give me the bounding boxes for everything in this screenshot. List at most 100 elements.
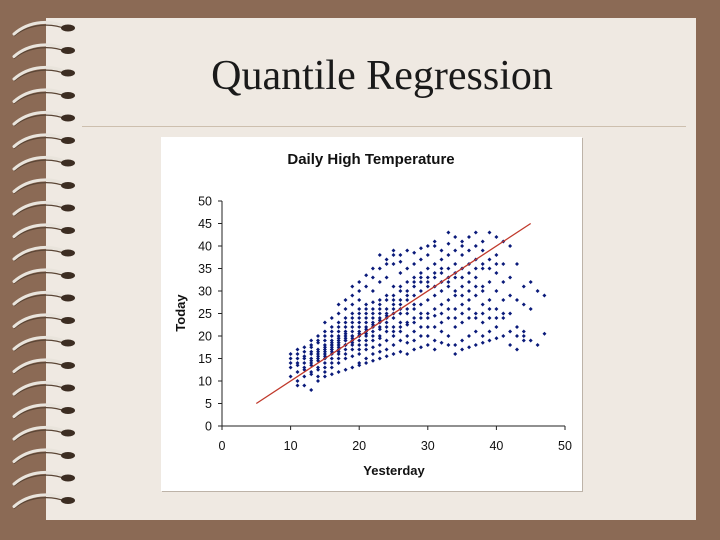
x-tick-label: 0 bbox=[219, 439, 226, 453]
data-point bbox=[418, 289, 423, 293]
data-point bbox=[467, 271, 471, 275]
data-point bbox=[453, 248, 458, 253]
y-tick-label: 35 bbox=[198, 262, 212, 276]
data-point bbox=[302, 374, 307, 379]
x-tick-label: 30 bbox=[421, 439, 435, 453]
spiral-ring bbox=[12, 65, 75, 82]
data-point bbox=[295, 379, 300, 383]
data-point bbox=[391, 343, 396, 347]
data-point bbox=[473, 266, 478, 271]
data-point bbox=[329, 329, 334, 334]
data-point bbox=[480, 334, 485, 338]
data-point bbox=[370, 275, 375, 280]
data-point bbox=[288, 374, 293, 379]
data-point bbox=[542, 293, 547, 298]
data-point bbox=[439, 311, 444, 316]
data-point bbox=[350, 311, 355, 316]
data-point bbox=[302, 361, 307, 365]
data-point bbox=[302, 383, 307, 388]
data-point bbox=[322, 334, 327, 338]
slide-title: Quantile Regression bbox=[211, 53, 553, 99]
spiral-ring bbox=[12, 470, 75, 487]
data-point bbox=[453, 343, 458, 347]
data-point bbox=[432, 325, 437, 329]
data-point bbox=[398, 298, 403, 302]
data-point bbox=[412, 307, 417, 311]
data-point bbox=[405, 340, 410, 345]
data-point bbox=[460, 311, 465, 316]
data-point bbox=[487, 329, 492, 334]
data-point bbox=[494, 307, 499, 311]
data-point bbox=[501, 334, 506, 338]
regression-line bbox=[255, 222, 532, 405]
data-point bbox=[480, 239, 485, 244]
data-point bbox=[384, 320, 389, 325]
data-point bbox=[521, 329, 526, 334]
data-point bbox=[370, 320, 375, 325]
data-point bbox=[425, 284, 430, 289]
data-point bbox=[329, 343, 334, 347]
data-point bbox=[398, 259, 403, 264]
data-point bbox=[309, 356, 314, 361]
data-point bbox=[370, 338, 375, 343]
data-point bbox=[446, 241, 451, 246]
y-tick-label: 20 bbox=[198, 330, 212, 344]
data-point bbox=[487, 230, 492, 235]
data-point bbox=[288, 352, 293, 356]
data-point bbox=[425, 316, 430, 320]
data-point bbox=[425, 244, 430, 248]
data-point bbox=[494, 325, 499, 329]
data-point bbox=[391, 284, 396, 289]
data-point bbox=[316, 334, 320, 338]
data-point bbox=[364, 320, 369, 325]
data-point bbox=[412, 250, 417, 255]
data-point bbox=[302, 345, 307, 350]
data-point bbox=[384, 307, 389, 311]
data-point bbox=[412, 302, 417, 307]
data-point bbox=[377, 280, 382, 284]
data-point bbox=[460, 347, 465, 352]
data-point bbox=[309, 345, 314, 350]
data-points bbox=[288, 230, 547, 392]
data-point bbox=[384, 354, 389, 359]
data-point bbox=[405, 248, 410, 253]
data-point bbox=[377, 298, 382, 302]
data-point bbox=[473, 329, 478, 334]
data-point bbox=[521, 338, 526, 343]
data-point bbox=[487, 338, 492, 343]
data-point bbox=[528, 280, 533, 284]
data-point bbox=[384, 262, 389, 266]
data-point bbox=[432, 262, 437, 266]
data-point bbox=[309, 352, 314, 356]
data-point bbox=[425, 275, 430, 280]
data-point bbox=[329, 325, 334, 329]
data-point bbox=[480, 340, 485, 345]
data-point bbox=[439, 320, 444, 325]
data-point bbox=[309, 372, 314, 377]
data-point bbox=[501, 262, 506, 266]
data-point bbox=[350, 329, 355, 334]
data-point bbox=[453, 307, 458, 311]
data-point bbox=[350, 325, 355, 329]
data-point bbox=[384, 298, 389, 302]
data-point bbox=[425, 298, 430, 302]
spiral-ring bbox=[12, 245, 75, 262]
data-point bbox=[336, 325, 341, 329]
data-point bbox=[336, 311, 341, 316]
data-point bbox=[377, 336, 382, 341]
data-point bbox=[521, 302, 526, 307]
data-point bbox=[460, 239, 465, 244]
data-point bbox=[384, 275, 389, 280]
data-point bbox=[405, 280, 410, 284]
data-point bbox=[467, 280, 471, 284]
data-point bbox=[357, 329, 362, 334]
data-point bbox=[418, 345, 423, 350]
spiral-ring bbox=[12, 290, 75, 307]
data-point bbox=[405, 298, 410, 302]
data-point bbox=[350, 347, 355, 352]
data-point bbox=[322, 349, 327, 354]
data-point bbox=[460, 338, 465, 343]
data-point bbox=[377, 311, 382, 316]
data-point bbox=[343, 325, 348, 329]
data-point bbox=[336, 320, 341, 325]
